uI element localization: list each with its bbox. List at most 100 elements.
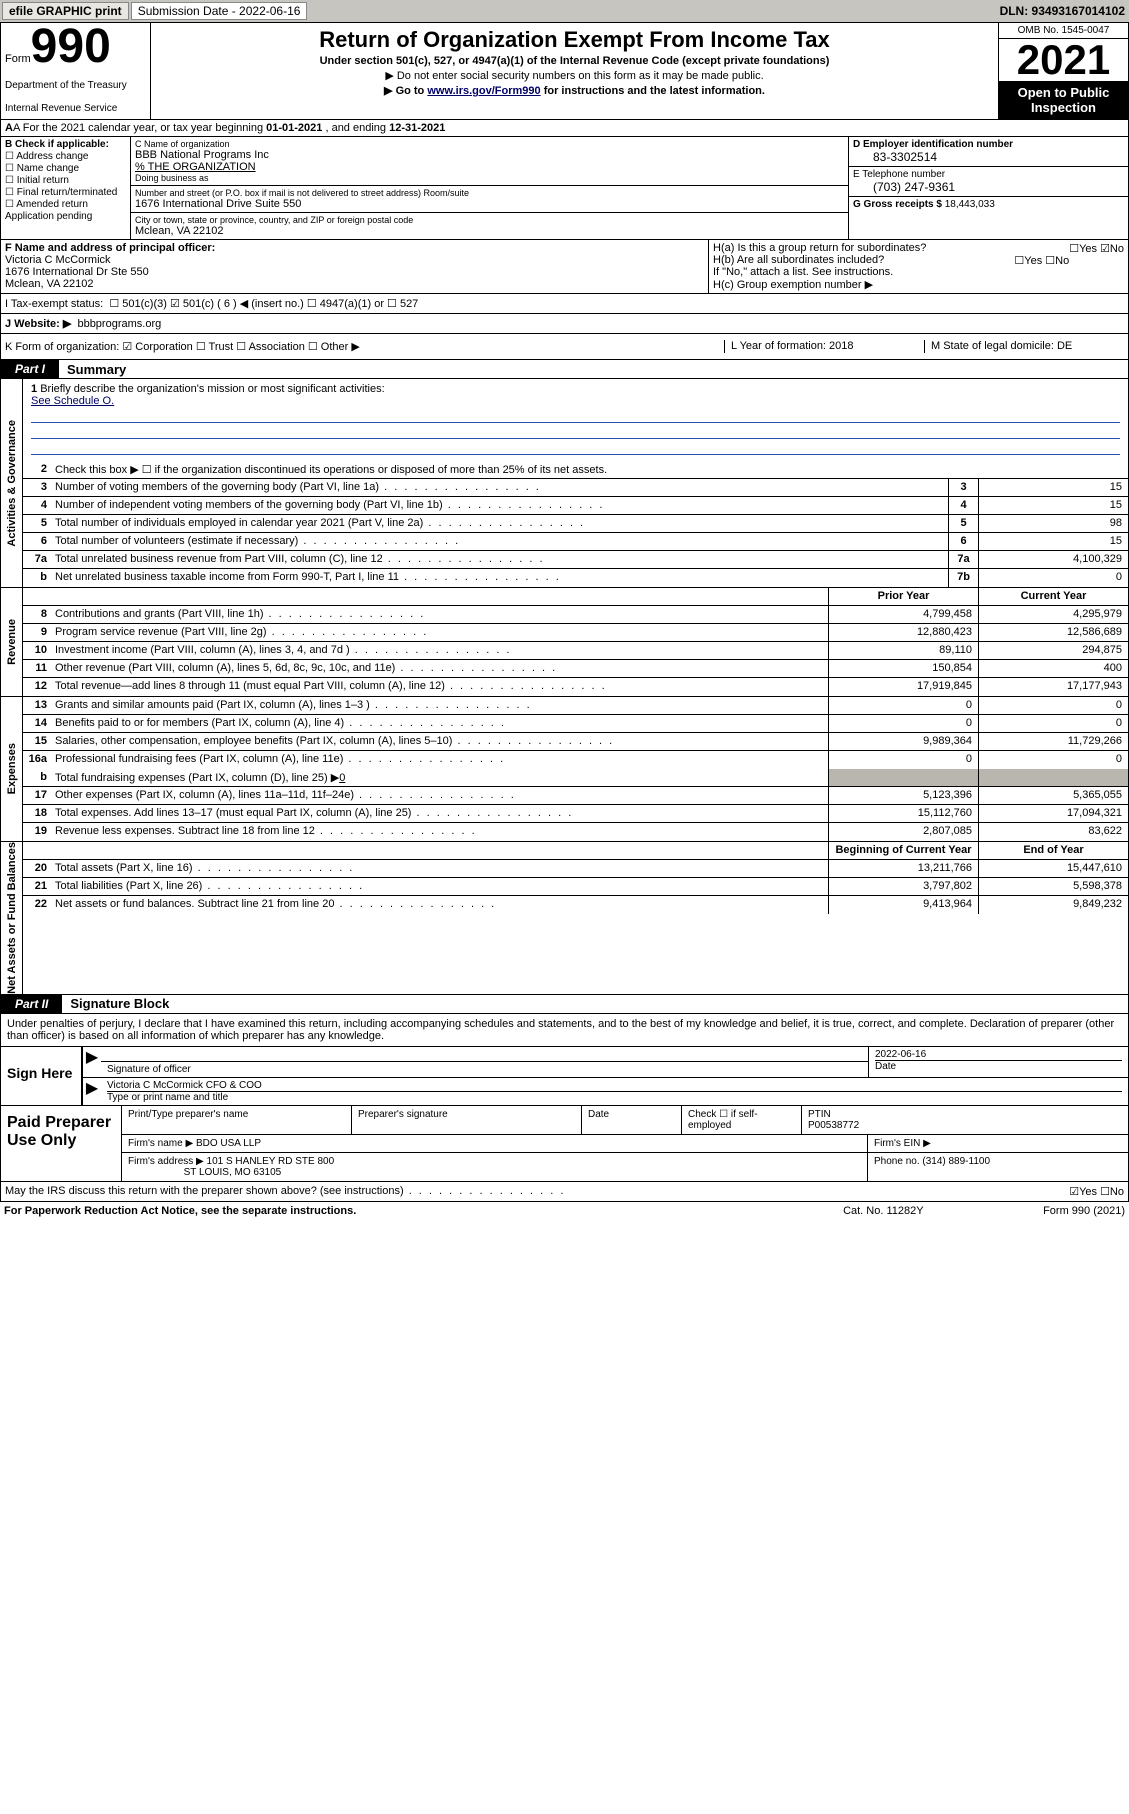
- gross-value: 18,443,033: [945, 199, 995, 210]
- irs-label: Internal Revenue Service: [5, 103, 146, 114]
- paid-preparer-label: Paid Preparer Use Only: [1, 1106, 121, 1181]
- chk-application-pending[interactable]: Application pending: [5, 211, 126, 222]
- phone-label: Phone no.: [874, 1156, 922, 1167]
- line-16a: 16aProfessional fundraising fees (Part I…: [23, 751, 1128, 769]
- submission-date: Submission Date - 2022-06-16: [131, 2, 308, 20]
- website-value[interactable]: bbbprograms.org: [77, 318, 161, 330]
- line2-desc: Check this box ▶ ☐ if the organization d…: [51, 461, 1128, 478]
- ein-label: D Employer identification number: [853, 139, 1013, 150]
- part1-title: Summary: [59, 362, 126, 377]
- col-b-checkboxes: B Check if applicable: Address change Na…: [1, 137, 131, 239]
- sign-here-label: Sign Here: [1, 1047, 81, 1105]
- pct-org: % THE ORGANIZATION: [135, 161, 844, 173]
- gov-line-7b: bNet unrelated business taxable income f…: [23, 569, 1128, 587]
- officer-addr: 1676 International Dr Ste 550: [5, 266, 149, 278]
- discuss-row: May the IRS discuss this return with the…: [0, 1182, 1129, 1202]
- officer-city: Mclean, VA 22102: [5, 278, 93, 290]
- firm-ein-label: Firm's EIN ▶: [868, 1135, 1128, 1152]
- sig-date: 2022-06-16: [875, 1049, 1122, 1060]
- city-label: City or town, state or province, country…: [135, 215, 844, 225]
- cat-no: Cat. No. 11282Y: [843, 1205, 1043, 1217]
- dept-treasury: Department of the Treasury: [5, 80, 146, 91]
- chk-amended[interactable]: Amended return: [5, 199, 126, 210]
- line16b-desc: Total fundraising expenses (Part IX, col…: [51, 769, 828, 786]
- l-year-formation: L Year of formation: 2018: [724, 340, 924, 353]
- officer-label: F Name and address of principal officer:: [5, 242, 215, 254]
- paid-preparer-block: Paid Preparer Use Only Print/Type prepar…: [0, 1106, 1129, 1182]
- sig-date-label: Date: [875, 1060, 1122, 1072]
- paperwork-notice: For Paperwork Reduction Act Notice, see …: [4, 1205, 843, 1217]
- line-19: 19Revenue less expenses. Subtract line 1…: [23, 823, 1128, 841]
- goto-line: ▶ Go to www.irs.gov/Form990 for instruct…: [159, 84, 990, 97]
- print-name-label: Type or print name and title: [107, 1092, 1122, 1103]
- line-9: 9Program service revenue (Part VIII, lin…: [23, 624, 1128, 642]
- city-state-zip: Mclean, VA 22102: [135, 225, 844, 237]
- gross-label: G Gross receipts $: [853, 199, 945, 210]
- line-13: 13Grants and similar amounts paid (Part …: [23, 697, 1128, 715]
- line-8: 8Contributions and grants (Part VIII, li…: [23, 606, 1128, 624]
- chk-initial-return[interactable]: Initial return: [5, 175, 126, 186]
- discuss-question: May the IRS discuss this return with the…: [5, 1185, 565, 1197]
- perjury-statement: Under penalties of perjury, I declare th…: [0, 1014, 1129, 1046]
- beg-year-hdr: Beginning of Current Year: [828, 842, 978, 859]
- gov-line-3: 3Number of voting members of the governi…: [23, 479, 1128, 497]
- line-18: 18Total expenses. Add lines 13–17 (must …: [23, 805, 1128, 823]
- part2-header: Part II Signature Block: [0, 995, 1129, 1014]
- header-grid: B Check if applicable: Address change Na…: [0, 137, 1129, 240]
- org-name: BBB National Programs Inc: [135, 149, 844, 161]
- officer-print-name: Victoria C McCormick CFO & COO: [107, 1080, 1122, 1092]
- line-17: 17Other expenses (Part IX, column (A), l…: [23, 787, 1128, 805]
- return-title: Return of Organization Exempt From Incom…: [159, 27, 990, 53]
- line-14: 14Benefits paid to or for members (Part …: [23, 715, 1128, 733]
- line-20: 20Total assets (Part X, line 16) 13,211,…: [23, 860, 1128, 878]
- vtab-expenses: Expenses: [6, 743, 18, 794]
- firm-addr2: ST LOUIS, MO 63105: [184, 1167, 282, 1178]
- firm-addr-label: Firm's address ▶: [128, 1156, 204, 1167]
- end-year-hdr: End of Year: [978, 842, 1128, 859]
- hb-question: H(b) Are all subordinates included?: [713, 254, 884, 266]
- part2-tab: Part II: [1, 995, 62, 1013]
- firm-name-label: Firm's name ▶: [128, 1138, 193, 1149]
- hb-note: If "No," attach a list. See instructions…: [713, 266, 1124, 278]
- prep-selfemp: Check ☐ if self-employed: [682, 1106, 802, 1134]
- row-a-tax-year: AA For the 2021 calendar year, or tax ye…: [0, 120, 1129, 137]
- net-section: Net Assets or Fund Balances Beginning of…: [0, 842, 1129, 995]
- gov-line-4: 4Number of independent voting members of…: [23, 497, 1128, 515]
- chk-name-change[interactable]: Name change: [5, 163, 126, 174]
- form-header: Form 990 Department of the Treasury Inte…: [0, 22, 1129, 120]
- firm-name: BDO USA LLP: [196, 1138, 261, 1149]
- sign-here-block: Sign Here ▶ Signature of officer 2022-06…: [0, 1046, 1129, 1106]
- row-klm: K Form of organization: ☑ Corporation ☐ …: [0, 334, 1129, 360]
- officer-name: Victoria C McCormick: [5, 254, 111, 266]
- gov-section: Activities & Governance 1 Briefly descri…: [0, 379, 1129, 588]
- prep-date-hdr: Date: [582, 1106, 682, 1134]
- phone-value: (314) 889-1100: [922, 1156, 990, 1167]
- row-fh: F Name and address of principal officer:…: [0, 240, 1129, 294]
- ha-question: H(a) Is this a group return for subordin…: [713, 242, 926, 254]
- under-section: Under section 501(c), 527, or 4947(a)(1)…: [159, 55, 990, 67]
- see-schedule-o[interactable]: See Schedule O.: [31, 395, 114, 407]
- chk-final-return[interactable]: Final return/terminated: [5, 187, 126, 198]
- gov-line-7a: 7aTotal unrelated business revenue from …: [23, 551, 1128, 569]
- street-address: 1676 International Drive Suite 550: [135, 198, 844, 210]
- mission-desc: Briefly describe the organization's miss…: [40, 383, 384, 395]
- form-990-footer: Form 990 (2021): [1043, 1205, 1125, 1217]
- open-inspection: Open to Public Inspection: [999, 81, 1128, 119]
- line-15: 15Salaries, other compensation, employee…: [23, 733, 1128, 751]
- line-12: 12Total revenue—add lines 8 through 11 (…: [23, 678, 1128, 696]
- discuss-answer: ☑Yes ☐No: [1069, 1185, 1124, 1198]
- vtab-net-assets: Net Assets or Fund Balances: [6, 842, 18, 994]
- line-22: 22Net assets or fund balances. Subtract …: [23, 896, 1128, 914]
- chk-address-change[interactable]: Address change: [5, 151, 126, 162]
- firm-addr1: 101 S HANLEY RD STE 800: [207, 1156, 335, 1167]
- efile-print-button[interactable]: efile GRAPHIC print: [2, 2, 129, 20]
- sig-officer-label: Signature of officer: [107, 1064, 191, 1075]
- m-state-domicile: M State of legal domicile: DE: [924, 340, 1124, 353]
- tax-year: 2021: [999, 39, 1128, 81]
- part1-header: Part I Summary: [0, 360, 1129, 379]
- prior-year-hdr: Prior Year: [828, 588, 978, 605]
- form-word: Form: [5, 53, 31, 65]
- col-c-org-info: C Name of organization BBB National Prog…: [131, 137, 848, 239]
- dba-label: Doing business as: [135, 173, 844, 183]
- irs-link[interactable]: www.irs.gov/Form990: [427, 85, 540, 97]
